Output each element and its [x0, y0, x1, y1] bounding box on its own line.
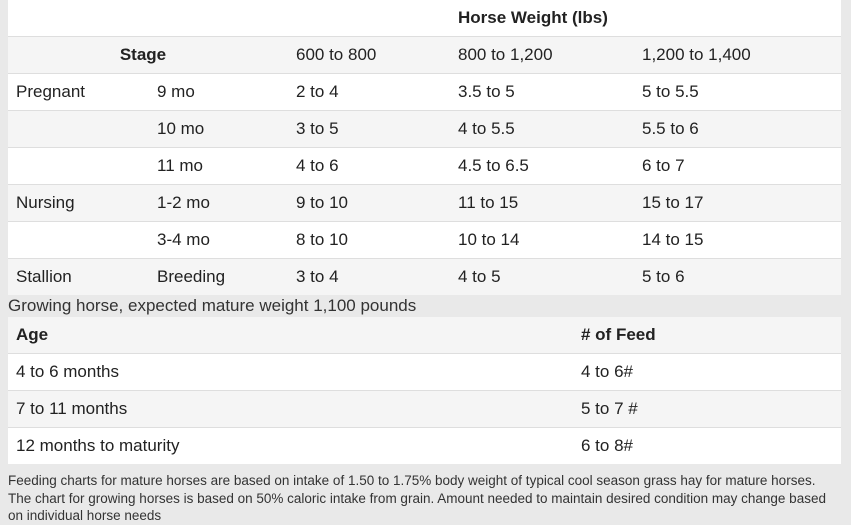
- stage-sub: Breeding: [157, 267, 226, 286]
- stage-group: Pregnant: [16, 82, 85, 101]
- table-cell: 4 to 6: [296, 156, 339, 175]
- table-cell: 9 to 10: [296, 193, 348, 212]
- table-cell: 14 to 15: [642, 230, 704, 249]
- stage-sub: 9 mo: [157, 82, 195, 101]
- table-row: Pregnant 9 mo 2 to 4 3.5 to 5 5 to 5.5: [8, 73, 841, 111]
- growing-horse-feed-table: Age # of Feed 4 to 6 months 4 to 6# 7 to…: [8, 317, 841, 464]
- table-cell: 3 to 4: [296, 267, 339, 286]
- table-row: 4 to 6 months 4 to 6#: [8, 353, 841, 391]
- table-cell: 6 to 7: [642, 156, 685, 175]
- table-cell: 10 to 14: [458, 230, 520, 249]
- table-cell: 5 to 7 #: [581, 399, 638, 418]
- feeding-footnote: Feeding charts for mature horses are bas…: [8, 473, 826, 523]
- table-cell: 11 to 15: [458, 193, 519, 212]
- table-cell: 12 months to maturity: [16, 436, 180, 455]
- table-cell: 5.5 to 6: [642, 119, 699, 138]
- table-cell: 3 to 5: [296, 119, 339, 138]
- table-cell: 4 to 6#: [581, 362, 633, 381]
- weight-header: 800 to 1,200: [458, 45, 553, 64]
- table-row: 10 mo 3 to 5 4 to 5.5 5.5 to 6: [8, 110, 841, 148]
- weight-header: 600 to 800: [296, 45, 377, 64]
- stage-sub: 3-4 mo: [157, 230, 210, 249]
- stage-group: [8, 222, 149, 259]
- table-cell: 4 to 5: [458, 267, 501, 286]
- mature-horse-feed-table: Horse Weight (lbs) Stage 600 to 800 800 …: [8, 0, 841, 295]
- table-cell: 2 to 4: [296, 82, 339, 101]
- weight-header: 1,200 to 1,400: [642, 45, 751, 64]
- table-row: 7 to 11 months 5 to 7 #: [8, 390, 841, 428]
- table-row: 12 months to maturity 6 to 8#: [8, 427, 841, 464]
- table-header-row: Age # of Feed: [8, 317, 841, 354]
- table-row: Stallion Breeding 3 to 4 4 to 5 5 to 6: [8, 258, 841, 295]
- growing-horse-caption: Growing horse, expected mature weight 1,…: [8, 296, 417, 315]
- feed-header: # of Feed: [581, 325, 656, 344]
- stage-group: Nursing: [16, 193, 75, 212]
- table-cell: 5 to 5.5: [642, 82, 699, 101]
- table-cell: 4.5 to 6.5: [458, 156, 529, 175]
- table-cell: 4 to 5.5: [458, 119, 515, 138]
- table-cell: 4 to 6 months: [16, 362, 120, 381]
- horse-weight-title: Horse Weight (lbs): [458, 8, 608, 27]
- table-row: 11 mo 4 to 6 4.5 to 6.5 6 to 7: [8, 147, 841, 185]
- stage-group: Stallion: [16, 267, 72, 286]
- table-cell: 15 to 17: [642, 193, 704, 212]
- table-cell: 7 to 11 months: [16, 399, 128, 418]
- table-cell: 5 to 6: [642, 267, 685, 286]
- stage-group: [8, 148, 149, 185]
- stage-sub: 1-2 mo: [157, 193, 210, 212]
- stage-sub: 11 mo: [157, 156, 203, 175]
- stage-group: [8, 111, 149, 148]
- table-cell: 6 to 8#: [581, 436, 633, 455]
- age-header: Age: [16, 325, 49, 344]
- table-row: 3-4 mo 8 to 10 10 to 14 14 to 15: [8, 221, 841, 259]
- table-title-row: Horse Weight (lbs): [8, 0, 841, 37]
- table-cell: 8 to 10: [296, 230, 348, 249]
- table-header-row: Stage 600 to 800 800 to 1,200 1,200 to 1…: [8, 36, 841, 74]
- stage-sub: 10 mo: [157, 119, 205, 138]
- stage-header: Stage: [119, 45, 167, 64]
- table-cell: 3.5 to 5: [458, 82, 515, 101]
- table-row: Nursing 1-2 mo 9 to 10 11 to 15 15 to 17: [8, 184, 841, 222]
